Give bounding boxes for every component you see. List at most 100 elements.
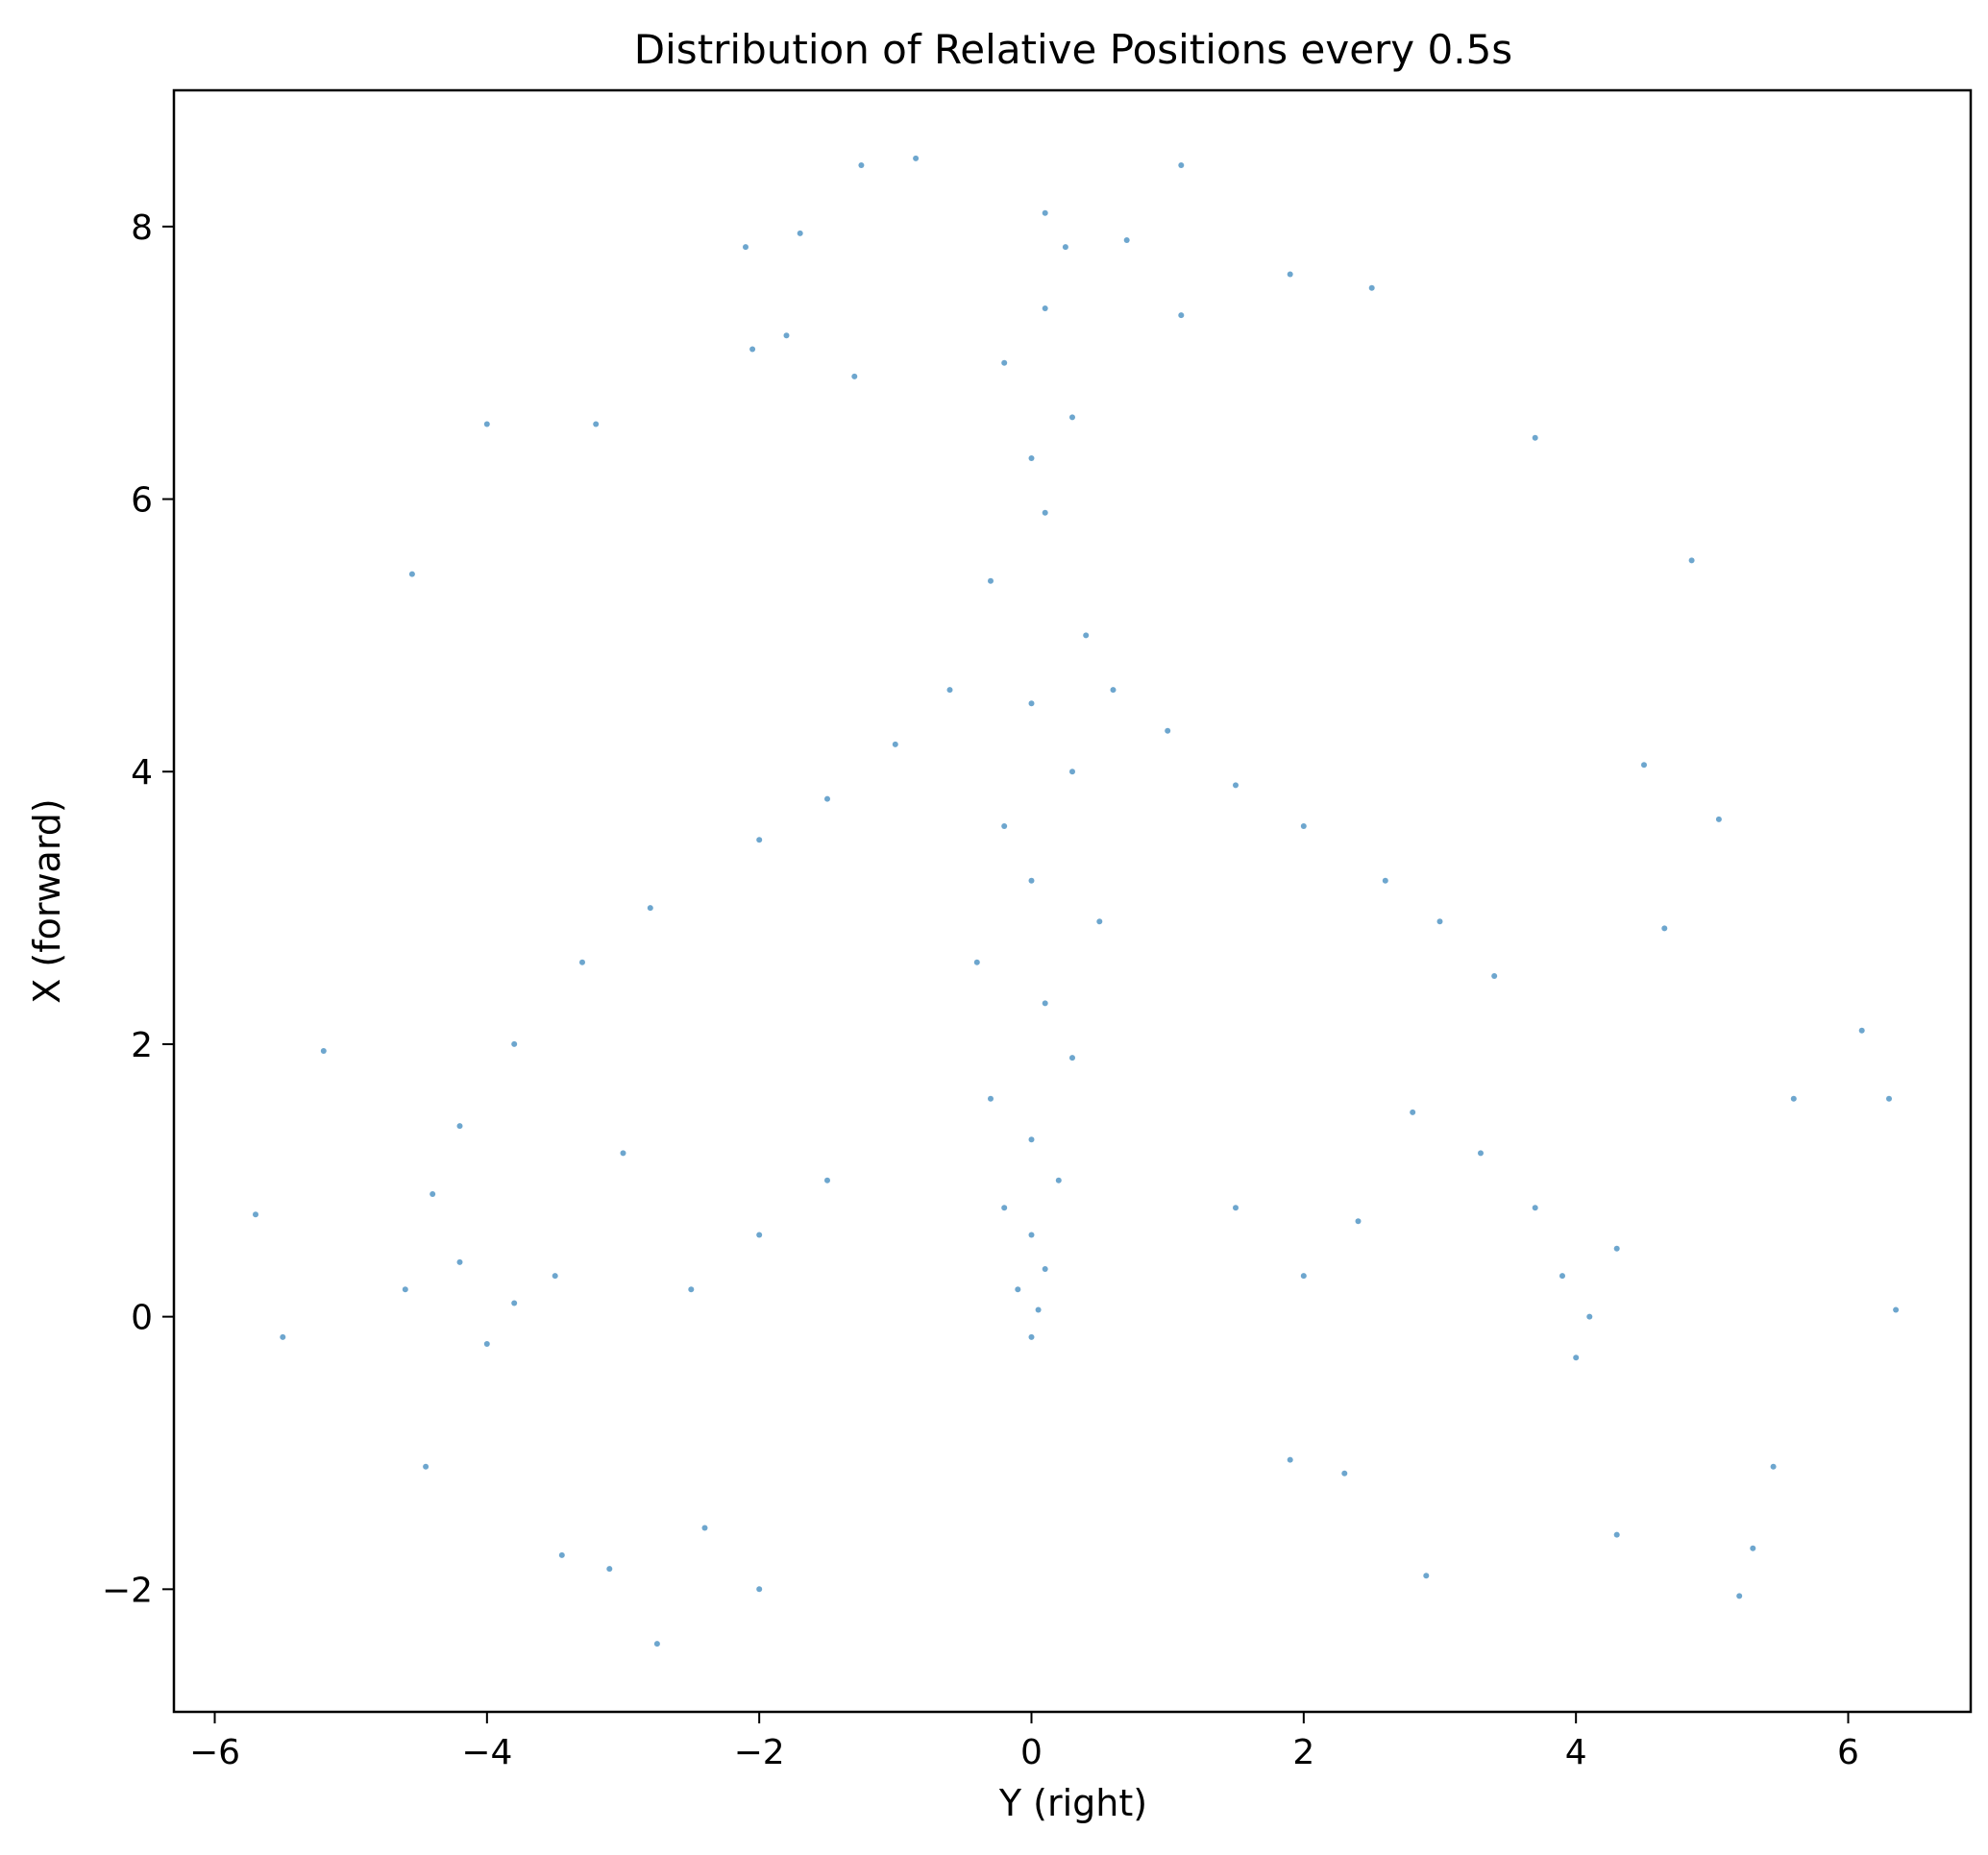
- data-point: [1233, 1205, 1239, 1211]
- data-point: [579, 959, 585, 965]
- x-tick-label: −2: [734, 1733, 785, 1772]
- data-point: [1110, 687, 1117, 694]
- y-tick-label: 8: [131, 208, 153, 248]
- data-point: [913, 155, 920, 161]
- data-point: [483, 1341, 490, 1347]
- data-point: [1001, 359, 1008, 366]
- data-point: [1042, 1000, 1048, 1007]
- data-point: [988, 1095, 994, 1102]
- data-point: [320, 1048, 327, 1054]
- data-point: [1382, 877, 1388, 884]
- data-point: [1042, 509, 1048, 516]
- data-point: [1069, 1055, 1075, 1062]
- data-point: [1028, 1136, 1035, 1143]
- data-point: [1736, 1593, 1743, 1599]
- data-point: [1028, 877, 1035, 884]
- data-point: [1287, 1456, 1293, 1463]
- data-point: [1559, 1273, 1565, 1280]
- data-point: [620, 1150, 626, 1157]
- data-point: [280, 1333, 286, 1340]
- data-point: [430, 1191, 436, 1197]
- data-point: [402, 1286, 408, 1293]
- x-axis-ticks: −6 −4 −2 0 2 4 6: [189, 1712, 1859, 1772]
- data-point: [688, 1286, 695, 1293]
- data-point: [1042, 305, 1048, 311]
- data-point: [1083, 632, 1090, 639]
- data-point: [1532, 434, 1538, 441]
- data-point: [1368, 284, 1375, 291]
- data-point: [756, 837, 763, 843]
- data-point: [1858, 1027, 1865, 1034]
- data-point: [1532, 1205, 1538, 1211]
- data-point: [456, 1258, 463, 1265]
- data-point: [1096, 918, 1103, 925]
- chart-title: Distribution of Relative Positions every…: [634, 26, 1512, 73]
- data-point: [483, 421, 490, 427]
- y-tick-label: 6: [131, 481, 153, 521]
- y-tick-label: 2: [131, 1026, 153, 1065]
- data-point: [1069, 414, 1075, 421]
- x-tick-label: 0: [1020, 1733, 1043, 1772]
- x-tick-label: −4: [461, 1733, 512, 1772]
- data-point: [749, 346, 756, 353]
- y-axis-ticks: −2 0 2 4 6 8: [102, 208, 174, 1610]
- x-tick-label: 2: [1292, 1733, 1314, 1772]
- data-point: [1178, 162, 1185, 168]
- x-tick-label: −6: [189, 1733, 240, 1772]
- data-point: [1001, 823, 1008, 829]
- data-point: [1341, 1470, 1348, 1477]
- data-point: [653, 1641, 660, 1648]
- data-point: [558, 1551, 565, 1558]
- data-point: [1165, 727, 1171, 734]
- x-axis-label: Y (right): [998, 1782, 1147, 1824]
- data-point: [1042, 209, 1048, 216]
- data-point: [973, 959, 980, 965]
- data-point: [1613, 1245, 1620, 1252]
- data-point: [756, 1232, 763, 1238]
- data-point: [756, 1586, 763, 1593]
- data-point: [511, 1300, 518, 1306]
- data-point: [511, 1040, 518, 1047]
- data-point: [1573, 1355, 1580, 1361]
- data-point: [1287, 271, 1293, 278]
- data-point: [1641, 762, 1647, 769]
- y-tick-label: −2: [102, 1571, 153, 1610]
- data-point: [1688, 557, 1695, 564]
- data-point: [552, 1273, 558, 1280]
- data-point: [1035, 1306, 1042, 1313]
- data-point: [1491, 973, 1498, 979]
- data-point: [1300, 1273, 1307, 1280]
- plot-frame: [172, 88, 1973, 1714]
- data-point: [946, 687, 953, 694]
- y-tick-label: 4: [131, 753, 153, 793]
- data-points: [253, 155, 1900, 1648]
- data-point: [1661, 925, 1668, 932]
- data-point: [1355, 1218, 1362, 1225]
- data-point: [1423, 1573, 1430, 1579]
- data-point: [1028, 1232, 1035, 1238]
- data-point: [423, 1463, 430, 1470]
- y-axis-label: X (forward): [26, 798, 68, 1003]
- data-point: [1028, 700, 1035, 707]
- data-point: [1478, 1150, 1484, 1157]
- data-point: [456, 1123, 463, 1130]
- data-point: [988, 577, 994, 584]
- y-tick-label: 0: [131, 1299, 153, 1338]
- data-point: [1028, 455, 1035, 461]
- data-point: [783, 332, 790, 339]
- data-point: [1893, 1306, 1900, 1313]
- data-point: [253, 1211, 258, 1218]
- data-point: [1055, 1177, 1062, 1184]
- data-point: [858, 162, 865, 168]
- data-point: [1069, 769, 1075, 775]
- data-point: [1715, 816, 1722, 822]
- data-point: [1436, 918, 1443, 925]
- data-point: [797, 230, 803, 236]
- data-point: [892, 741, 898, 747]
- data-point: [1300, 823, 1307, 829]
- data-point: [701, 1525, 708, 1531]
- data-point: [1886, 1095, 1892, 1102]
- data-point: [1790, 1095, 1797, 1102]
- data-point: [1042, 1266, 1048, 1272]
